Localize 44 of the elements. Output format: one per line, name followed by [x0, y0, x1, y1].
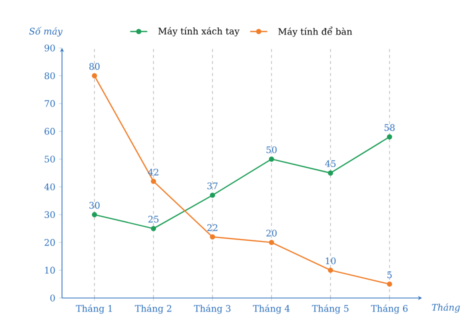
- x-tick-label: Tháng 3: [194, 304, 230, 314]
- y-tick-label: 0: [50, 294, 55, 302]
- data-label: 37: [207, 182, 218, 190]
- data-label: 22: [207, 224, 218, 231]
- x-tick-label: Tháng 1: [76, 304, 112, 314]
- data-label: 30: [89, 202, 100, 209]
- point: [92, 212, 98, 218]
- x-tick-label: Tháng 5: [312, 304, 348, 314]
- y-tick-label: 40: [44, 183, 55, 190]
- point: [268, 240, 274, 246]
- y-axis-title: Số máy: [29, 26, 63, 36]
- point: [386, 134, 392, 140]
- y-tick-label: 50: [44, 156, 55, 163]
- point: [150, 226, 156, 232]
- data-label: 10: [326, 257, 336, 264]
- y-tick-label: 70: [44, 100, 55, 107]
- data-label: 5: [387, 271, 392, 278]
- y-tick-label: 90: [44, 44, 55, 52]
- data-label: 25: [148, 216, 159, 223]
- y-tick-label: 20: [44, 239, 55, 246]
- point: [150, 178, 156, 184]
- data-label: 45: [325, 160, 336, 168]
- point: [386, 281, 392, 287]
- y-tick-label: 80: [44, 72, 55, 80]
- x-tick-label: Tháng 4: [252, 304, 290, 314]
- point: [92, 73, 98, 78]
- data-label: 80: [89, 63, 100, 70]
- point: [328, 170, 334, 176]
- point: [268, 156, 274, 162]
- x-tick-label: Tháng 2: [134, 304, 172, 314]
- y-tick-label: 30: [44, 211, 55, 218]
- y-tick-label: 60: [44, 128, 55, 135]
- data-label: 42: [148, 168, 158, 176]
- x-axis-title: Tháng: [432, 303, 460, 313]
- point: [210, 234, 216, 240]
- data-label: 50: [266, 146, 277, 154]
- data-label: 58: [384, 124, 395, 131]
- x-tick-label: Tháng 6: [370, 304, 408, 314]
- point: [210, 192, 216, 198]
- point: [328, 268, 334, 273]
- legend-label: Máy tính xách tay: [158, 27, 240, 36]
- legend-label: Máy tính để bàn: [278, 26, 352, 37]
- data-label: 20: [266, 230, 277, 236]
- y-tick-label: 10: [45, 266, 55, 274]
